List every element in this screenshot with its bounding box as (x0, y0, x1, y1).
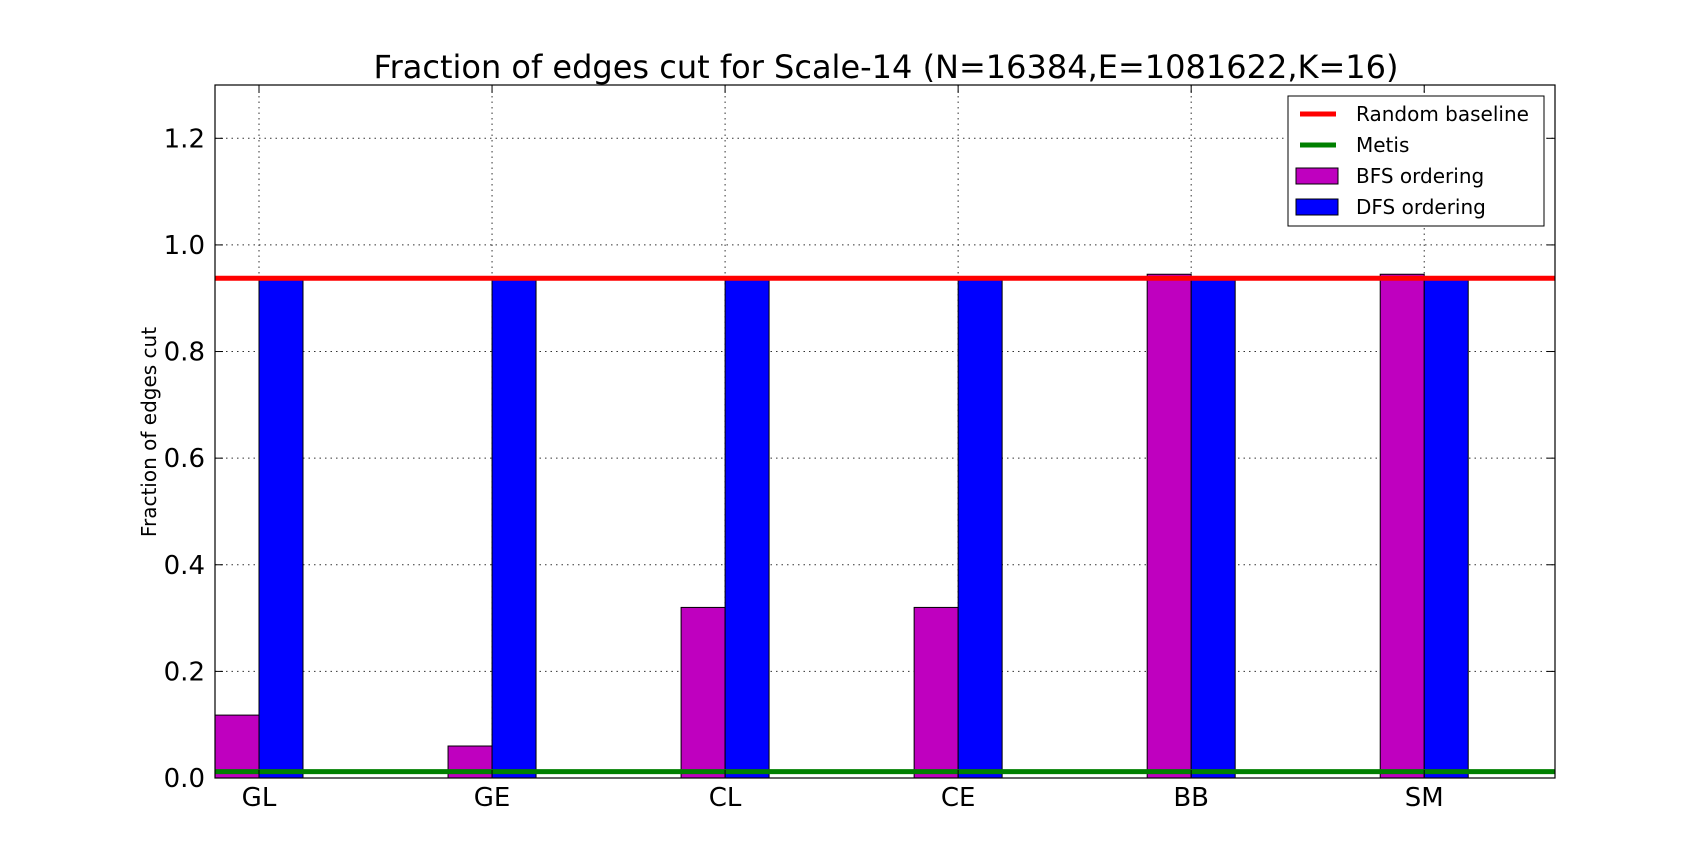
legend-item-dfs-ordering[interactable]: DFS ordering (1295, 195, 1486, 219)
legend-item-bfs-ordering[interactable]: BFS ordering (1295, 164, 1484, 188)
bar-dfs-ce (957, 279, 1003, 779)
bar-bfs-sm (1379, 273, 1425, 779)
bar-bfs-gl (214, 714, 260, 779)
y-axis-label: Fraction of edges cut (137, 327, 161, 537)
plot-frame (214, 84, 1556, 779)
reference-lines (215, 275, 1555, 775)
y-tick-label: 0.6 (164, 444, 205, 474)
bar-dfs-ge (491, 279, 537, 779)
x-tick-label-cl: CL (709, 783, 742, 813)
legend-item-random-baseline[interactable]: Random baseline (1300, 102, 1529, 126)
legend-label-random-baseline: Random baseline (1356, 102, 1529, 126)
bars (214, 273, 1469, 779)
legend-label-bfs-ordering: BFS ordering (1356, 164, 1484, 188)
legend-label-dfs-ordering: DFS ordering (1356, 195, 1486, 219)
legend-swatch-bfs-ordering (1295, 167, 1339, 185)
y-tick-label: 0.0 (164, 764, 205, 794)
bar-bfs-ce (913, 606, 959, 779)
bar-dfs-sm (1423, 279, 1469, 779)
bar-dfs-gl (258, 279, 304, 779)
y-tick-label: 0.8 (164, 338, 205, 368)
chart-title: Fraction of edges cut for Scale-14 (N=16… (374, 48, 1399, 86)
legend-item-metis[interactable]: Metis (1300, 133, 1409, 157)
y-tick-label: 1.0 (164, 231, 205, 261)
tick-labels: 0.0 0.2 0.4 0.6 0.8 1.0 1.2 GL GE CL CE BB SM (164, 124, 1444, 813)
x-tick-label-ge: GE (474, 783, 511, 813)
bar-bfs-bb (1146, 273, 1192, 779)
legend-label-metis: Metis (1356, 133, 1409, 157)
y-tick-label: 0.4 (164, 551, 205, 581)
bar-dfs-cl (724, 279, 770, 779)
legend-swatch-dfs-ordering (1295, 198, 1339, 216)
bar-dfs-bb (1190, 279, 1236, 779)
bar-bfs-cl (680, 606, 726, 779)
y-tick-label: 0.2 (164, 657, 205, 687)
x-tick-label-ce: CE (941, 783, 976, 813)
y-tick-label: 1.2 (164, 124, 205, 154)
x-tick-label-sm: SM (1405, 783, 1444, 813)
axes (214, 84, 1556, 779)
legend[interactable]: Random baseline Metis BFS ordering DFS orde… (1287, 95, 1545, 227)
x-tick-label-gl: GL (242, 783, 277, 813)
x-tick-label-bb: BB (1173, 783, 1209, 813)
